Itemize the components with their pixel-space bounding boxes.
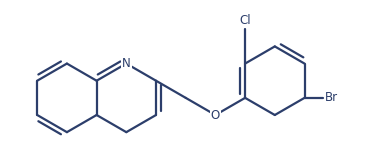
Text: Cl: Cl [239, 14, 251, 27]
Text: Br: Br [325, 91, 338, 104]
Text: N: N [122, 57, 131, 70]
Text: O: O [211, 108, 220, 122]
